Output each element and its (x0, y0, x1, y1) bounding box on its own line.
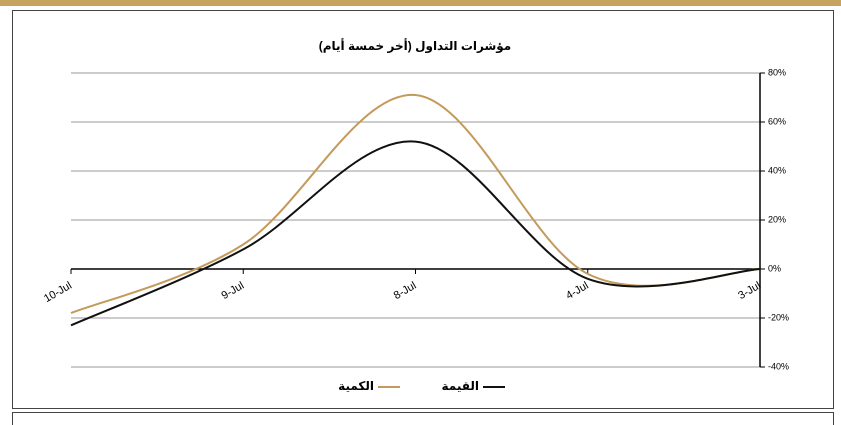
chart-title: مؤشرات التداول (أخر خمسة أيام) (319, 38, 511, 54)
y-tick-label: 40% (768, 165, 786, 175)
legend-label: الكمية (338, 379, 374, 393)
legend-label: القيمة (442, 379, 479, 393)
top-border (0, 0, 841, 6)
y-tick-label: 60% (768, 116, 786, 126)
series-line (70, 140, 761, 327)
y-tick-label: 20% (768, 214, 786, 224)
y-tick-label: 80% (768, 67, 786, 77)
chart-frame (12, 10, 834, 409)
series-line (70, 94, 761, 315)
y-tick-label: -20% (768, 312, 789, 322)
lower-frame (12, 412, 834, 425)
y-tick-label: -40% (768, 361, 789, 371)
y-tick-label: 0% (768, 263, 781, 273)
